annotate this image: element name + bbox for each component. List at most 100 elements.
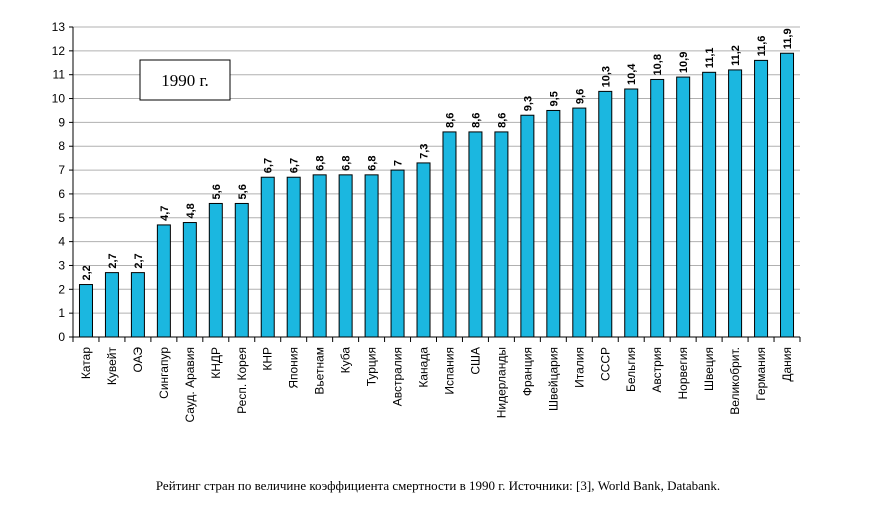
bar: [130, 272, 145, 338]
bar: [624, 88, 639, 338]
x-tick-label: Респ. Корея: [235, 347, 249, 414]
x-tick-label: Вьетнам: [313, 347, 327, 395]
data-label: 10,4: [626, 63, 638, 85]
bar: [572, 107, 587, 338]
data-label: 8,6: [496, 113, 508, 128]
bar: [780, 52, 795, 338]
bar-chart: 0123456789101112132,2Катар2,7Кувейт2,7ОА…: [52, 20, 801, 423]
data-label: 6,8: [367, 156, 379, 171]
annotation-label: 1990 г.: [161, 71, 209, 90]
x-tick-label: КНДР: [209, 347, 223, 379]
bar: [442, 131, 457, 338]
bar: [494, 131, 509, 338]
bar: [468, 131, 483, 338]
x-tick-label: Норвегия: [676, 347, 690, 400]
y-tick-label: 0: [58, 330, 65, 344]
x-tick-label: Швейцария: [546, 347, 560, 411]
x-tick-label: Испания: [442, 347, 456, 395]
bar: [520, 114, 535, 338]
x-tick-label: ОАЭ: [131, 347, 145, 373]
bar: [702, 71, 717, 338]
data-label: 9,6: [574, 89, 586, 104]
data-label: 7,3: [419, 144, 431, 159]
data-label: 6,8: [315, 156, 327, 171]
bar: [754, 59, 769, 338]
x-tick-label: Швеция: [702, 347, 716, 391]
data-label: 2,7: [133, 253, 145, 268]
data-label: 10,8: [652, 54, 664, 75]
y-tick-label: 1: [58, 306, 65, 320]
data-label: 2,7: [107, 253, 119, 268]
y-tick-label: 11: [53, 68, 66, 82]
x-tick-label: КНР: [261, 347, 275, 371]
x-tick-label: Бельгия: [624, 347, 638, 392]
bar: [598, 90, 613, 338]
x-tick-label: Великобрит.: [728, 347, 742, 415]
x-tick-label: Нидерланды: [494, 347, 508, 418]
bar: [312, 174, 327, 338]
x-tick-label: Япония: [287, 347, 301, 389]
bar: [104, 272, 119, 338]
bar: [156, 224, 171, 338]
y-tick-label: 5: [58, 211, 65, 225]
data-label: 5,6: [237, 184, 249, 199]
data-label: 11,9: [782, 28, 794, 49]
bar: [364, 174, 379, 338]
x-tick-label: Канада: [417, 347, 431, 388]
data-label: 7: [393, 160, 405, 166]
data-label: 11,6: [756, 36, 768, 57]
data-label: 11,1: [704, 47, 716, 68]
data-label: 11,2: [730, 45, 742, 66]
y-tick-label: 10: [52, 92, 66, 106]
bar: [416, 162, 431, 338]
y-tick-label: 12: [52, 44, 66, 58]
bar: [286, 176, 301, 338]
data-label: 5,6: [211, 184, 223, 199]
data-label: 9,3: [522, 96, 534, 111]
data-label: 6,7: [263, 158, 275, 173]
x-tick-label: Сауд. Аравия: [183, 347, 197, 423]
bar: [546, 109, 561, 338]
y-tick-label: 3: [58, 258, 65, 272]
annotation-box: [139, 59, 231, 101]
x-tick-label: Дания: [780, 347, 794, 382]
x-tick-label: Сингапур: [157, 347, 171, 399]
data-label: 6,7: [289, 158, 301, 173]
x-tick-label: Катар: [79, 347, 93, 379]
data-label: 9,5: [548, 91, 560, 106]
bar: [182, 222, 197, 338]
bar: [234, 202, 249, 338]
x-tick-label: Куба: [339, 347, 353, 374]
chart-caption: Рейтинг стран по величине коэффициента с…: [155, 478, 721, 493]
data-label: 10,3: [600, 66, 612, 87]
x-tick-label: Кувейт: [105, 347, 119, 386]
bar: [390, 169, 405, 338]
x-tick-label: СССР: [598, 347, 612, 381]
x-tick-label: Италия: [572, 347, 586, 388]
bar: [650, 78, 665, 338]
y-tick-label: 9: [58, 115, 65, 129]
bar: [260, 176, 275, 338]
y-tick-label: 13: [52, 20, 66, 34]
x-tick-label: Австрия: [650, 347, 664, 393]
bar: [78, 284, 93, 338]
x-tick-label: США: [468, 347, 482, 375]
x-tick-label: Франция: [520, 347, 534, 396]
data-label: 2,2: [81, 265, 93, 280]
data-label: 4,8: [185, 203, 197, 218]
y-tick-label: 6: [58, 187, 65, 201]
data-label: 10,9: [678, 52, 690, 73]
bar: [728, 69, 743, 338]
y-tick-label: 8: [58, 139, 65, 153]
bar: [676, 76, 691, 338]
data-label: 8,6: [470, 113, 482, 128]
x-tick-label: Германия: [754, 347, 768, 401]
x-tick-label: Австралия: [391, 347, 405, 406]
y-tick-label: 4: [58, 235, 65, 249]
data-label: 4,7: [159, 206, 171, 221]
x-tick-label: Турция: [365, 347, 379, 386]
data-label: 6,8: [341, 156, 353, 171]
y-tick-label: 7: [58, 163, 65, 177]
bar: [208, 202, 223, 338]
data-label: 8,6: [444, 113, 456, 128]
